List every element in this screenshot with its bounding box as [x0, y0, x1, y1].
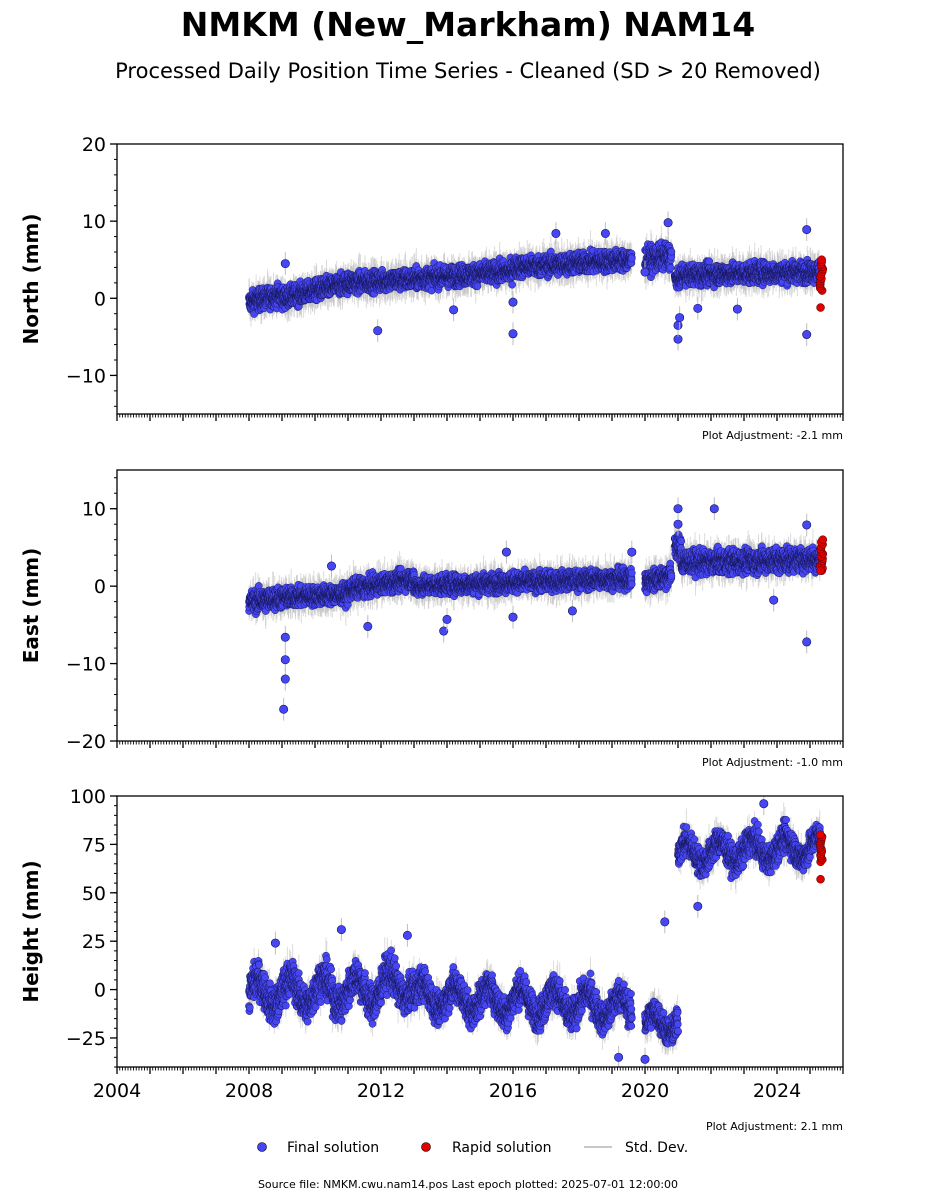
chart-subtitle: Processed Daily Position Time Series - C…	[115, 59, 821, 83]
final-solution-point	[508, 280, 516, 289]
chart-title: NMKM (New_Markham) NAM14	[181, 5, 755, 44]
final-solution-point	[473, 282, 482, 291]
plot-area	[245, 211, 828, 351]
